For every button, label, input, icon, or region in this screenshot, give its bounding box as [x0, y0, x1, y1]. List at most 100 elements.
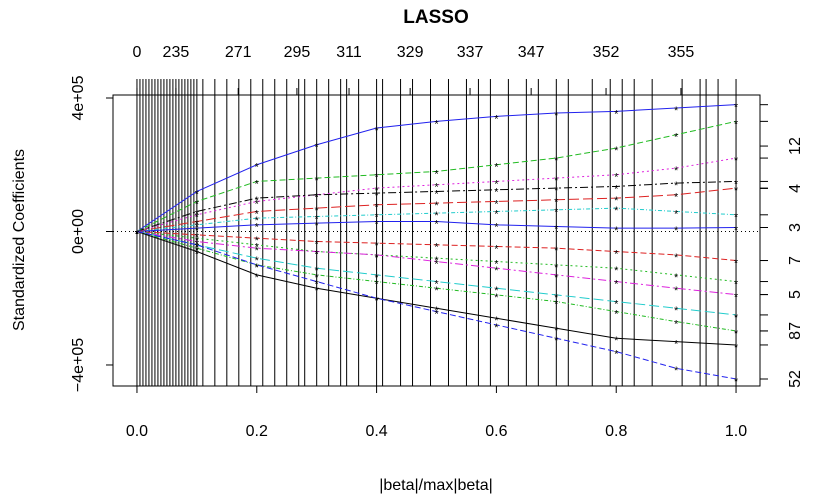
point-marker: * [494, 243, 499, 255]
point-marker: * [195, 212, 200, 224]
point-marker: * [135, 228, 140, 240]
point-marker: * [674, 192, 679, 204]
coef-path [136, 207, 737, 232]
point-marker: * [315, 192, 320, 204]
point-marker: * [494, 258, 499, 270]
point-marker: * [374, 240, 379, 252]
point-marker: * [434, 218, 439, 230]
point-marker: * [195, 242, 200, 254]
point-marker: * [315, 192, 320, 204]
point-marker: * [554, 155, 559, 167]
point-marker: * [614, 349, 619, 361]
point-marker: * [434, 308, 439, 320]
point-marker: * [135, 228, 140, 240]
point-marker: * [135, 228, 140, 240]
point-marker: * [434, 182, 439, 194]
point-marker: * [255, 255, 260, 267]
point-marker: * [554, 325, 559, 337]
point-marker: * [255, 162, 260, 174]
point-marker: * [734, 178, 739, 190]
point-marker: * [255, 245, 260, 257]
point-marker: * [315, 142, 320, 154]
chart-title: LASSO [403, 7, 468, 28]
point-marker: * [674, 365, 679, 377]
point-marker: * [674, 225, 679, 237]
point-marker: * [494, 198, 499, 210]
x2-tick-label: 271 [225, 44, 252, 61]
point-marker: * [374, 172, 379, 184]
y2-tick-label: 3 [787, 223, 804, 232]
point-marker: * [135, 228, 140, 240]
point-marker: * [255, 195, 260, 207]
point-marker: * [374, 252, 379, 264]
point-marker: * [374, 272, 379, 284]
point-marker: * [255, 178, 260, 190]
coef-path [136, 231, 737, 346]
coef-path [136, 220, 737, 232]
point-marker: * [554, 207, 559, 219]
point-marker: * [734, 224, 739, 236]
point-marker: * [614, 225, 619, 237]
x-tick-label: 1.0 [725, 423, 747, 440]
y2-tick-label: 52 [787, 370, 804, 388]
point-marker: * [195, 242, 200, 254]
point-marker: * [135, 228, 140, 240]
point-marker: * [734, 118, 739, 130]
point-marker: * [434, 200, 439, 212]
point-marker: * [434, 255, 439, 267]
point-marker: * [554, 185, 559, 197]
y-tick-label: 0e+00 [70, 209, 87, 254]
point-marker: * [734, 376, 739, 388]
point-marker: * [255, 262, 260, 274]
point-marker: * [195, 245, 200, 257]
point-marker: * [494, 208, 499, 220]
point-marker: * [674, 180, 679, 192]
x-tick-label: 0.4 [365, 423, 387, 440]
point-marker: * [135, 228, 140, 240]
point-marker: * [674, 105, 679, 117]
point-marker: * [554, 335, 559, 347]
point-marker: * [374, 185, 379, 197]
point-marker: * [374, 202, 379, 214]
y2-tick-label: 12 [787, 137, 804, 155]
point-marker: * [255, 222, 260, 234]
point-marker: * [315, 175, 320, 187]
x2-tick-label: 355 [668, 44, 695, 61]
point-marker: * [195, 235, 200, 247]
point-marker: * [374, 252, 379, 264]
point-marker: * [195, 188, 200, 200]
point-marker: * [734, 342, 739, 354]
x2-tick-label: 235 [163, 44, 190, 61]
point-marker: * [494, 265, 499, 277]
point-marker: * [135, 228, 140, 240]
y2-tick-label: 5 [787, 290, 804, 299]
point-marker: * [434, 168, 439, 180]
point-marker: * [195, 198, 200, 210]
point-marker: * [614, 335, 619, 347]
point-marker: * [494, 178, 499, 190]
point-marker: * [135, 228, 140, 240]
point-marker: * [315, 220, 320, 232]
point-marker: * [135, 228, 140, 240]
point-marker: * [255, 198, 260, 210]
point-marker: * [674, 272, 679, 284]
x-tick-label: 0.0 [126, 423, 148, 440]
point-marker: * [434, 285, 439, 297]
point-marker: * [614, 183, 619, 195]
x-tick-label: 0.2 [246, 423, 268, 440]
point-marker: * [494, 222, 499, 234]
point-marker: * [614, 298, 619, 310]
point-marker: * [554, 245, 559, 257]
point-marker: * [315, 248, 320, 260]
coef-path [136, 187, 737, 232]
point-marker: * [135, 228, 140, 240]
plot-box [112, 94, 761, 387]
point-marker: * [494, 292, 499, 304]
point-marker: * [494, 162, 499, 174]
point-marker: * [434, 242, 439, 254]
point-marker: * [614, 205, 619, 217]
point-marker: * [434, 210, 439, 222]
coef-path [136, 104, 737, 232]
x2-tick-label: 329 [397, 44, 424, 61]
